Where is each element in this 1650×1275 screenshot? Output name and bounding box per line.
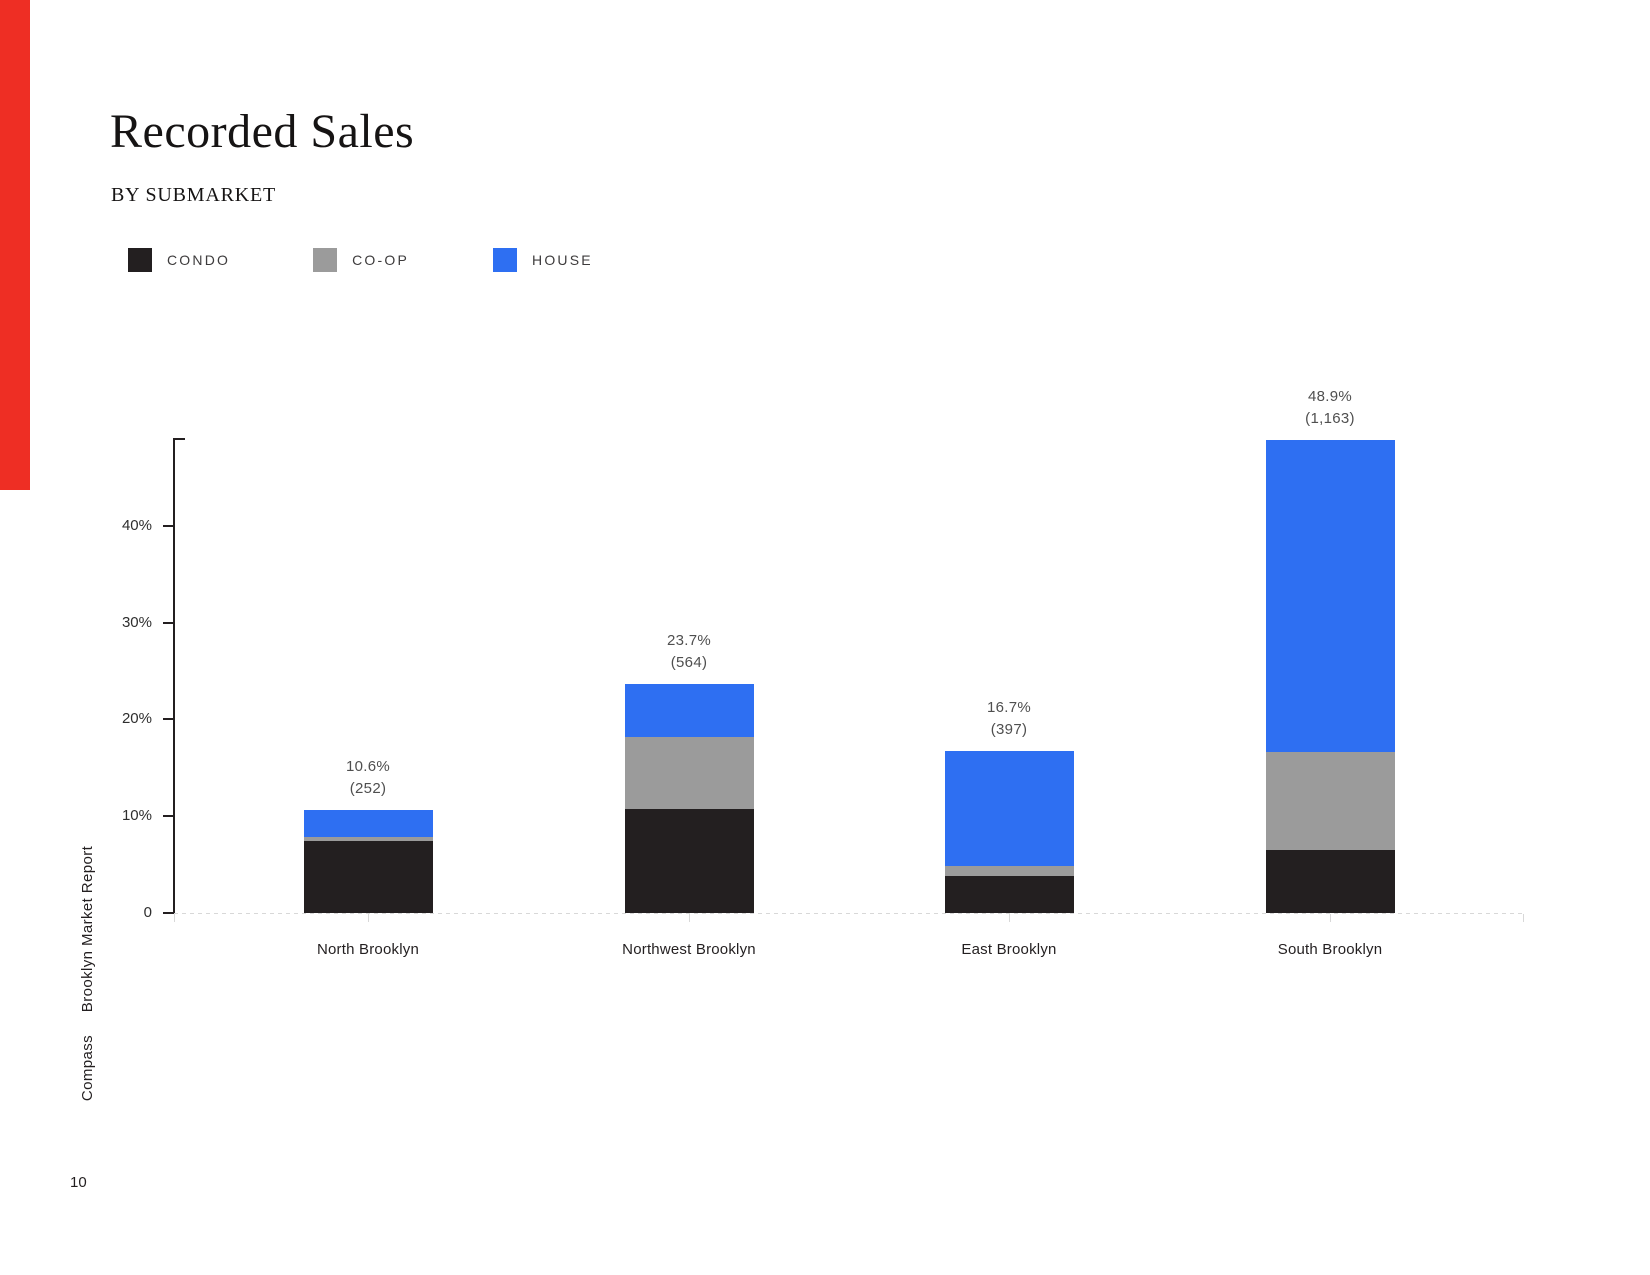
y-tick-label: 20% [121,710,152,728]
x-axis-sub-tick [689,914,690,922]
x-axis-sub-tick [368,914,369,922]
bar-segment-coop [1265,752,1395,851]
bar-total-percent-label: 48.9% [1307,387,1353,405]
legend-label: HOUSE [532,252,593,268]
legend-item-coop: CO-OP [313,248,409,272]
sidebar-brand: Compass [79,1034,96,1102]
x-axis-sub-tick [174,914,175,922]
bar-segment-coop [624,736,754,810]
legend-label: CO-OP [352,252,410,268]
bar-segment-condo [944,876,1074,913]
y-axis-top-cap [174,438,185,440]
y-tick-label: 10% [121,807,152,825]
y-axis-line [173,438,175,913]
bar-segment-house [1265,439,1395,753]
y-tick-label: 30% [121,613,152,631]
bar-total-count-label: (1,163) [1305,409,1355,427]
page-subtitle: BY SUBMARKET [111,184,276,206]
bar-segment-condo [624,809,754,913]
x-axis-baseline-dotted [174,913,1523,914]
legend-item-house: HOUSE [493,248,593,272]
x-category-label: East Brooklyn [961,941,1057,958]
bar-segment-house [624,683,754,737]
legend-swatch-house [493,248,518,272]
bar-segment-house [303,810,433,837]
page-number: 10 [70,1174,87,1191]
bar-total-percent-label: 10.6% [345,758,391,776]
y-tick-label: 40% [121,516,152,534]
legend-swatch-coop [313,248,338,272]
bar-segment-condo [1265,850,1395,913]
x-axis-sub-tick [1330,914,1331,922]
y-tick-mark [163,912,174,914]
bar-segment-coop [944,865,1074,877]
x-axis-sub-tick [1009,914,1010,922]
x-axis-sub-tick [1523,914,1524,922]
bar-total-count-label: (564) [670,653,708,671]
legend-label: CONDO [167,252,231,268]
y-tick-mark [163,718,174,721]
bar-segment-condo [303,841,433,913]
legend-swatch-condo [128,248,152,272]
bar-total-percent-label: 23.7% [666,631,712,649]
x-category-label: North Brooklyn [316,941,419,958]
chart-legend: CONDO CO-OP HOUSE [128,248,593,272]
y-tick-label: 0 [143,904,152,921]
y-tick-mark [163,815,174,818]
bar-total-count-label: (252) [349,780,387,798]
bar-segment-coop [303,836,433,842]
x-category-label: South Brooklyn [1277,941,1383,958]
page-edge-accent-bar [0,0,30,490]
bar-total-percent-label: 16.7% [986,699,1032,717]
page-title: Recorded Sales [110,105,415,158]
y-tick-mark [163,621,174,624]
x-category-label: Northwest Brooklyn [622,941,756,958]
bar-segment-house [944,751,1074,866]
y-tick-mark [163,524,174,527]
bar-total-count-label: (397) [990,721,1028,739]
legend-item-condo: CONDO [128,248,230,272]
sidebar-report-title: Brooklyn Market Report [79,845,96,1013]
